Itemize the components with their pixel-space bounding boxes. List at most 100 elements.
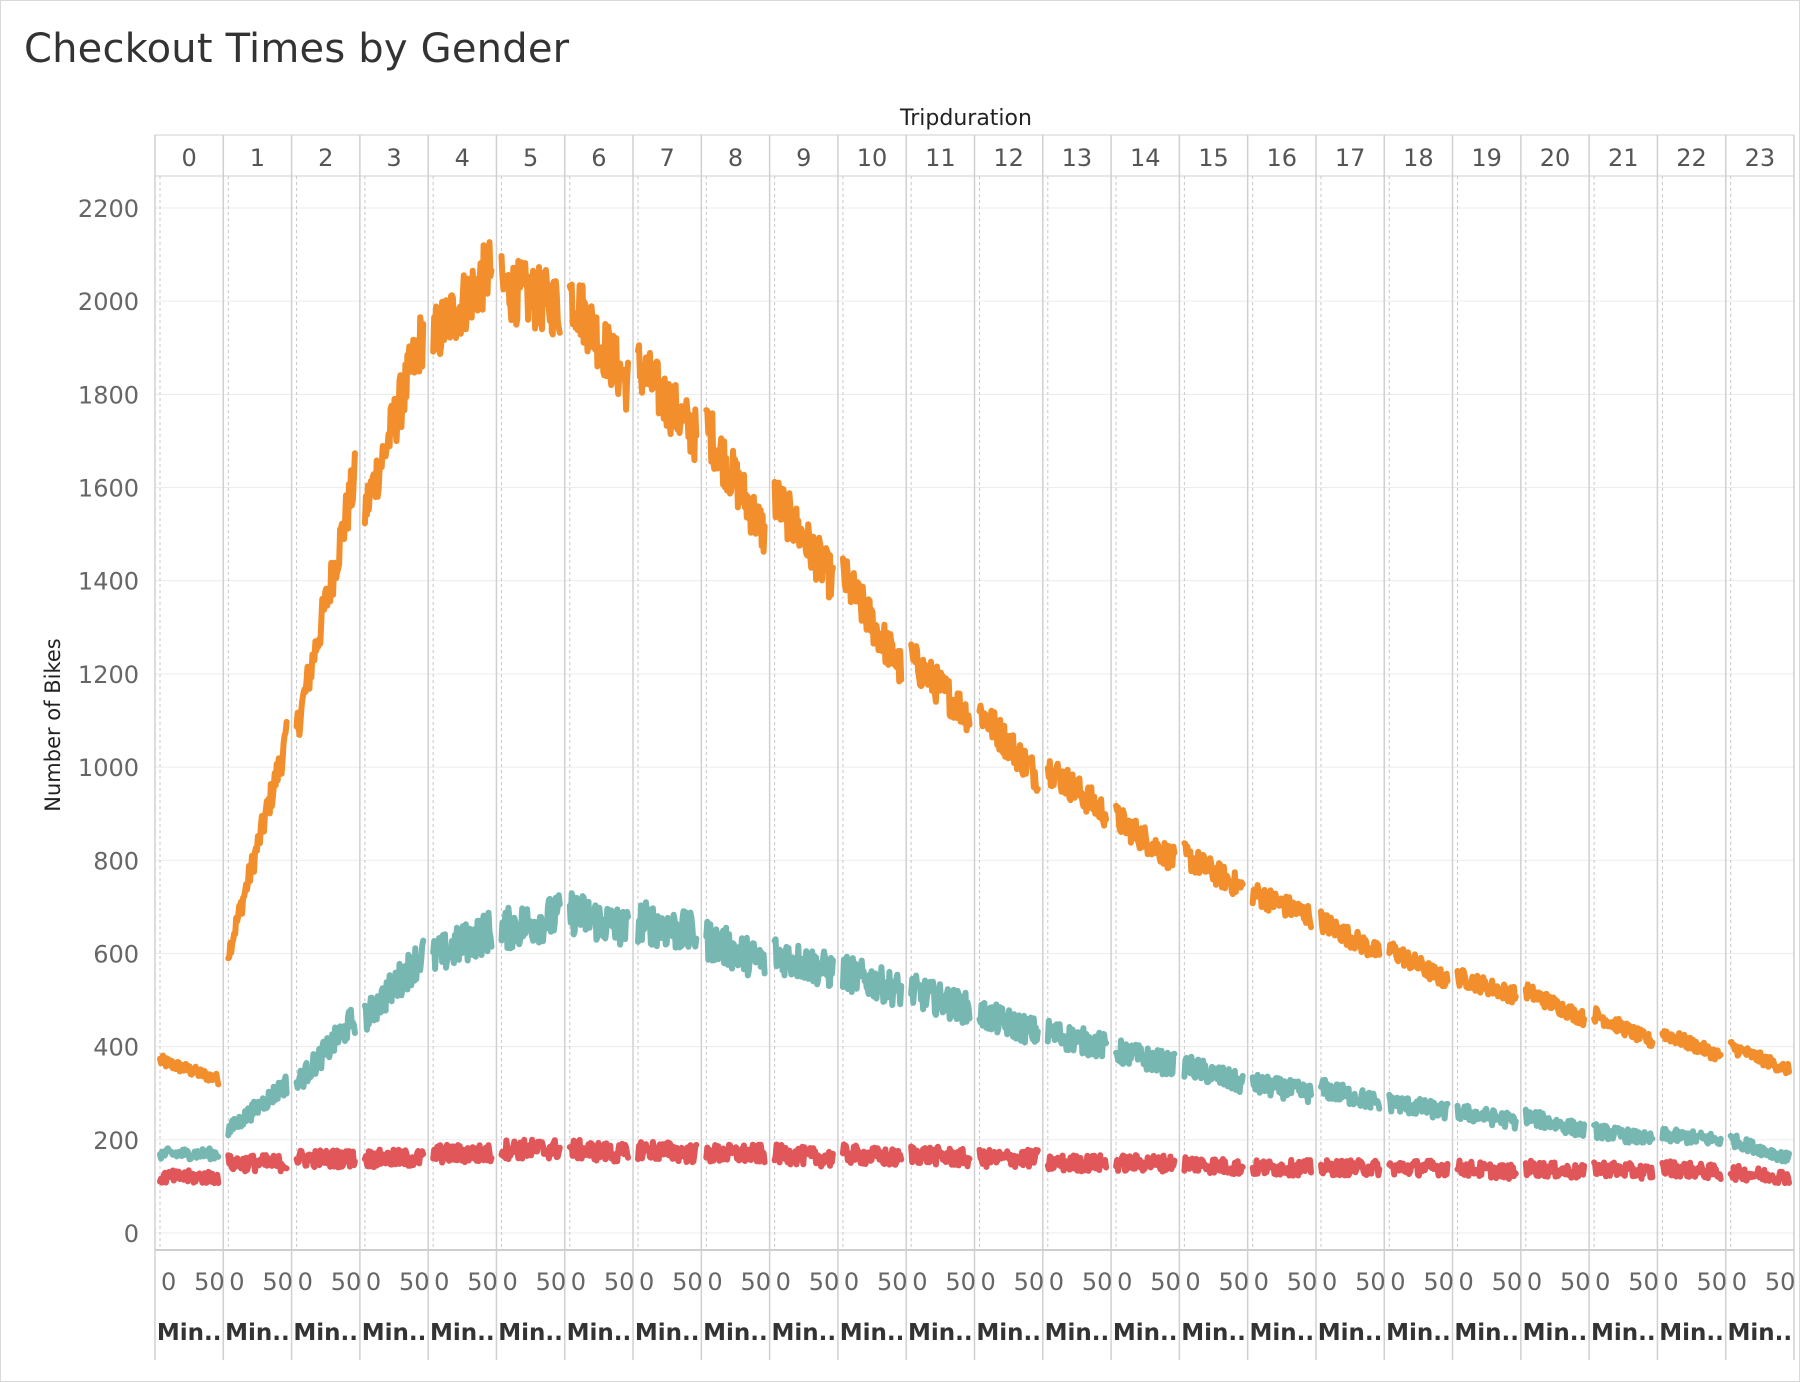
x-axis-label: Min.. — [498, 1320, 563, 1346]
x-tick-label: 50 — [1082, 1268, 1113, 1296]
x-tick-label: 50 — [740, 1268, 771, 1296]
y-tick-label: 2200 — [78, 195, 139, 223]
x-axis-label: Min.. — [1318, 1320, 1383, 1346]
x-tick-label: 50 — [945, 1268, 976, 1296]
x-tick-label: 50 — [1219, 1268, 1250, 1296]
x-tick-label: 0 — [981, 1268, 996, 1296]
x-tick-label: 0 — [1527, 1268, 1542, 1296]
x-tick-label: 50 — [1287, 1268, 1318, 1296]
panel-header-3: 3 — [386, 144, 401, 172]
x-tick-label: 50 — [1697, 1268, 1728, 1296]
panel-header-17: 17 — [1335, 144, 1366, 172]
x-axis-label: Min.. — [1250, 1320, 1315, 1346]
series-lines — [157, 239, 1792, 1187]
panel-header-20: 20 — [1540, 144, 1571, 172]
x-axis-label: Min.. — [1523, 1320, 1588, 1346]
x-axis-label: Min.. — [157, 1320, 222, 1346]
panel-header-2: 2 — [318, 144, 333, 172]
x-tick-label: 50 — [809, 1268, 840, 1296]
panel-header-12: 12 — [993, 144, 1024, 172]
x-axis-label: Min.. — [567, 1320, 632, 1346]
panel-header-13: 13 — [1062, 144, 1093, 172]
panel-header-21: 21 — [1608, 144, 1639, 172]
panel-header-14: 14 — [1130, 144, 1161, 172]
x-tick-label: 0 — [366, 1268, 381, 1296]
x-tick-label: 0 — [912, 1268, 927, 1296]
y-tick-label: 1000 — [78, 754, 139, 782]
x-tick-label: 50 — [1355, 1268, 1386, 1296]
x-axis-label: Min.. — [293, 1320, 358, 1346]
y-tick-label: 0 — [124, 1220, 139, 1248]
x-tick-label: 50 — [536, 1268, 567, 1296]
y-tick-label: 1800 — [78, 381, 139, 409]
y-tick-label: 1400 — [78, 568, 139, 596]
x-axis-label: Min.. — [908, 1320, 973, 1346]
x-tick-label: 0 — [1732, 1268, 1747, 1296]
panel-header-15: 15 — [1198, 144, 1229, 172]
x-tick-label: 50 — [1560, 1268, 1591, 1296]
x-tick-label: 0 — [1663, 1268, 1678, 1296]
panel-header-18: 18 — [1403, 144, 1434, 172]
panel-header-19: 19 — [1471, 144, 1502, 172]
panel-header-16: 16 — [1267, 144, 1298, 172]
x-axis-label: Min.. — [1454, 1320, 1519, 1346]
x-axis-label: Min.. — [1045, 1320, 1110, 1346]
x-tick-label: 0 — [1595, 1268, 1610, 1296]
x-axis-label: Min.. — [1728, 1320, 1793, 1346]
x-axis-label: Min.. — [430, 1320, 495, 1346]
x-tick-label: 50 — [1014, 1268, 1045, 1296]
x-tick-label: 50 — [672, 1268, 703, 1296]
panel-dividers — [154, 134, 1795, 1360]
panel-header-5: 5 — [523, 144, 538, 172]
series-line-1 — [157, 239, 1792, 1088]
panel-header-8: 8 — [728, 144, 743, 172]
panel-header-7: 7 — [660, 144, 675, 172]
x-tick-label: 0 — [434, 1268, 449, 1296]
x-tick-label: 0 — [229, 1268, 244, 1296]
x-axis-label: Min.. — [771, 1320, 836, 1346]
y-tick-label: 1600 — [78, 475, 139, 503]
panel-header-1: 1 — [250, 144, 265, 172]
x-tick-label: 0 — [1322, 1268, 1337, 1296]
x-axis-label: Min.. — [1659, 1320, 1724, 1346]
x-tick-label: 50 — [467, 1268, 498, 1296]
x-axis-label: Min.. — [703, 1320, 768, 1346]
x-axis-label: Min.. — [225, 1320, 290, 1346]
x-tick-label: 50 — [604, 1268, 635, 1296]
x-tick-label: 0 — [776, 1268, 791, 1296]
panel-header-0: 0 — [182, 144, 197, 172]
x-axis-label: Min.. — [362, 1320, 427, 1346]
panel-header-10: 10 — [857, 144, 888, 172]
x-tick-label: 0 — [707, 1268, 722, 1296]
series-line-3 — [157, 1136, 1792, 1187]
x-axis-label: Min.. — [840, 1320, 905, 1346]
x-tick-label: 50 — [877, 1268, 908, 1296]
x-tick-label: 50 — [1628, 1268, 1659, 1296]
x-tick-label: 50 — [1150, 1268, 1181, 1296]
panel-header-11: 11 — [925, 144, 956, 172]
x-tick-label: 0 — [1459, 1268, 1474, 1296]
x-axis-label: Min.. — [1591, 1320, 1656, 1346]
panel-headers: 0 1 2 3 4 5 6 7 8 9 10 11 12 13 14 15 16 17 18 19 20 21 22 23 — [182, 144, 1776, 172]
y-tick-label: 200 — [93, 1127, 139, 1155]
panel-header-22: 22 — [1676, 144, 1707, 172]
y-tick-label: 600 — [93, 940, 139, 968]
y-tick-label: 800 — [93, 847, 139, 875]
y-tick-label: 1200 — [78, 661, 139, 689]
x-tick-label: 50 — [1423, 1268, 1454, 1296]
x-tick-label: 0 — [1185, 1268, 1200, 1296]
x-axis-label: Min.. — [1386, 1320, 1451, 1346]
x-tick-label: 50 — [1765, 1268, 1796, 1296]
x-tick-label: 0 — [639, 1268, 654, 1296]
x-tick-label: 50 — [331, 1268, 362, 1296]
panel-header-9: 9 — [796, 144, 811, 172]
x-tick-label: 0 — [502, 1268, 517, 1296]
y-axis-title: Number of Bikes — [41, 638, 65, 811]
x-tick-label: 0 — [1390, 1268, 1405, 1296]
y-tick-label: 400 — [93, 1034, 139, 1062]
panel-header-4: 4 — [455, 144, 470, 172]
x-tick-label: 0 — [298, 1268, 313, 1296]
x-tick-label: 50 — [399, 1268, 430, 1296]
x-axis-label: Min.. — [635, 1320, 700, 1346]
